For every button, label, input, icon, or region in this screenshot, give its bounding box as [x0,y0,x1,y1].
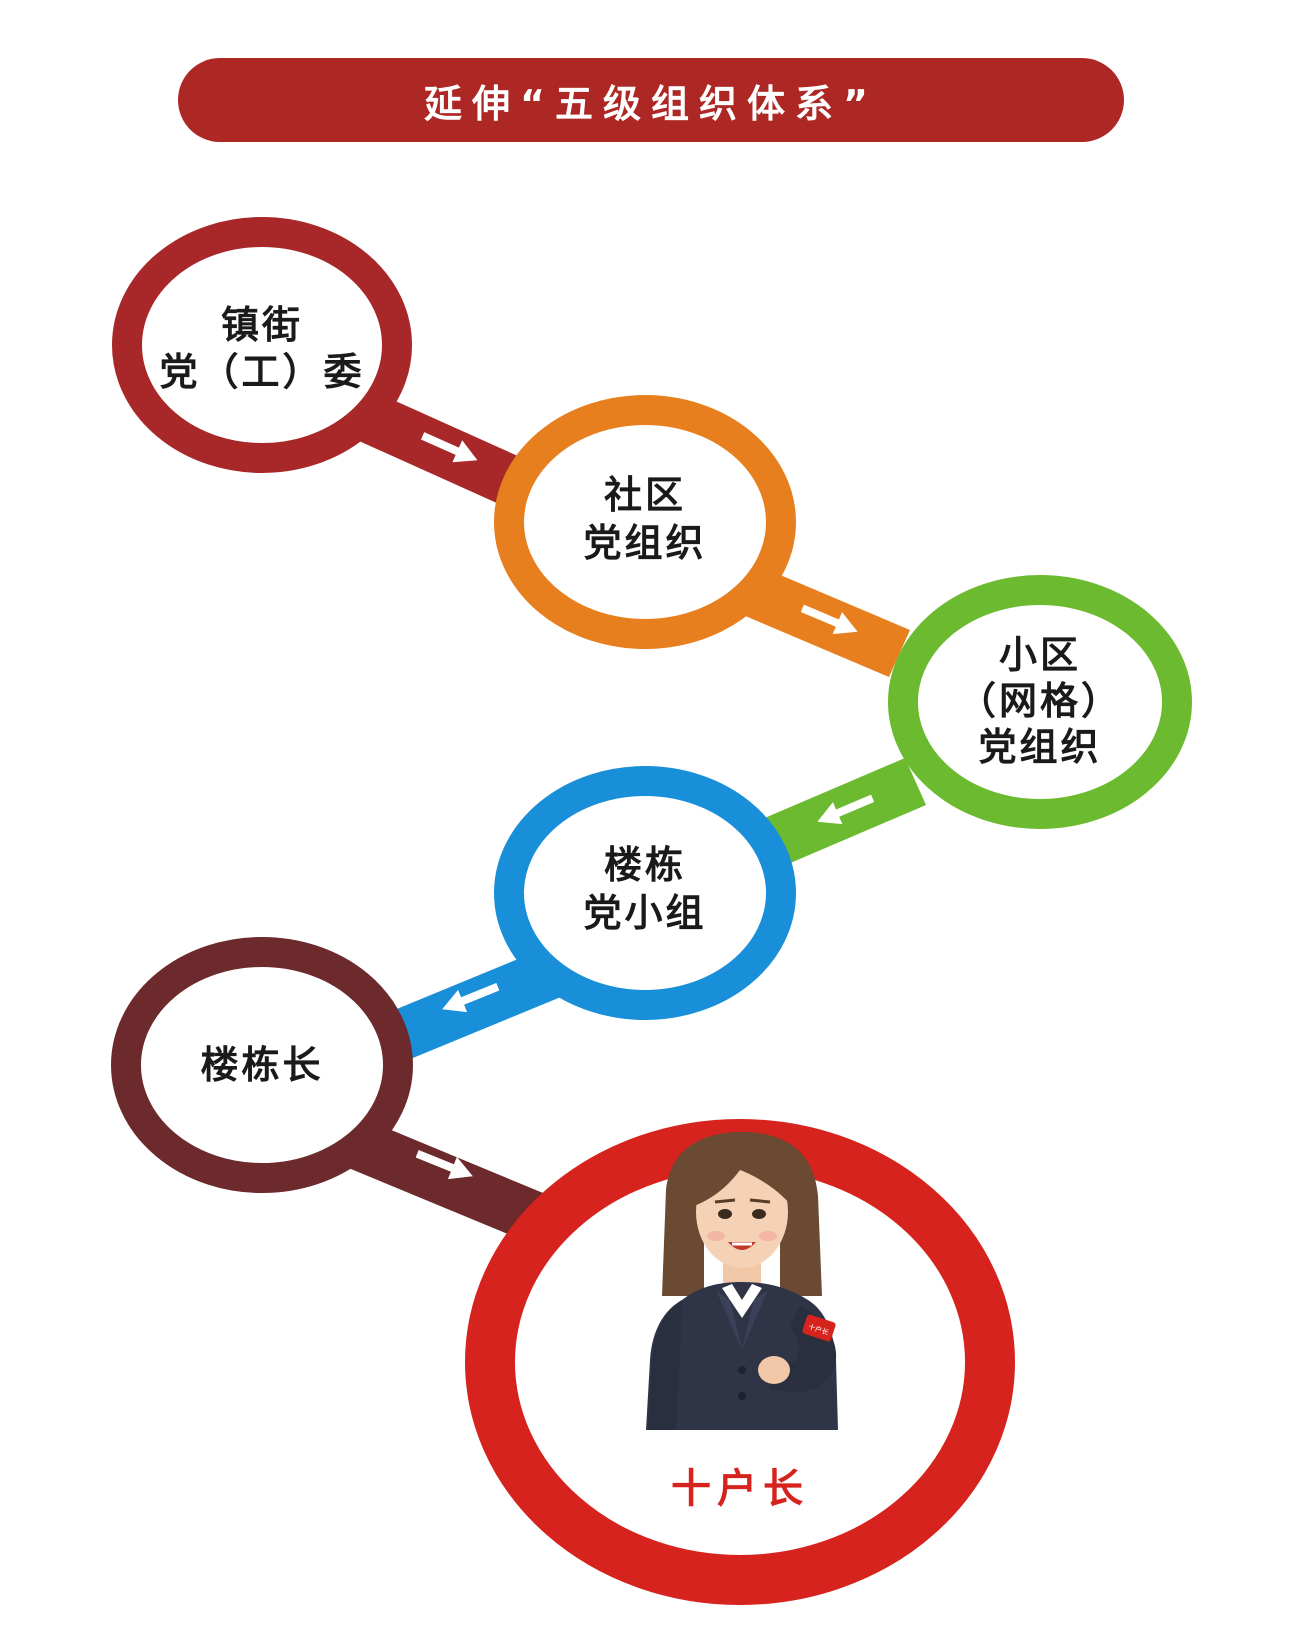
woman-avatar-icon: 十户长 [646,1132,838,1430]
arrow-right-icon [415,1150,473,1180]
arrow-right-icon [800,604,858,635]
node-town: 镇街 党（工）委 [112,217,412,473]
node-building-group-line-2: 党小组 [583,891,706,935]
connector-building-head-ten-household [334,1115,560,1247]
node-building-group: 楼栋 党小组 [494,766,796,1020]
node-building-group-line-1: 楼栋 [604,843,686,887]
node-neighborhood: 小区 （网格） 党组织 [888,575,1192,829]
node-neighborhood-line-2: （网格） [958,679,1122,723]
arrow-left-icon [442,983,500,1013]
node-building-head-line-1: 楼栋长 [200,1043,323,1087]
node-town-line-2: 党（工）委 [159,350,364,394]
diagram-title: 延伸“五级组织体系” [424,81,878,126]
arrows [415,432,875,1180]
arrow-right-icon [420,432,478,463]
node-town-line-1: 镇街 [221,303,303,347]
node-community-line-2: 党组织 [583,521,706,565]
node-neighborhood-line-3: 党组织 [978,725,1101,769]
connector-town-community [339,385,540,513]
node-community: 社区 党组织 [494,395,796,649]
title-banner: 延伸“五级组织体系” [178,58,1124,142]
arrow-left-icon [817,794,875,825]
node-ten-household-head: 十户长 十户长 [465,1119,1015,1605]
node-neighborhood-line-1: 小区 [999,633,1081,677]
connector-building-group-building-head [370,945,573,1067]
connectors [334,385,926,1247]
node-building-head: 楼栋长 [111,937,413,1193]
node-ten-household-head-label: 十户长 [671,1466,809,1512]
node-community-line-1: 社区 [604,473,686,517]
